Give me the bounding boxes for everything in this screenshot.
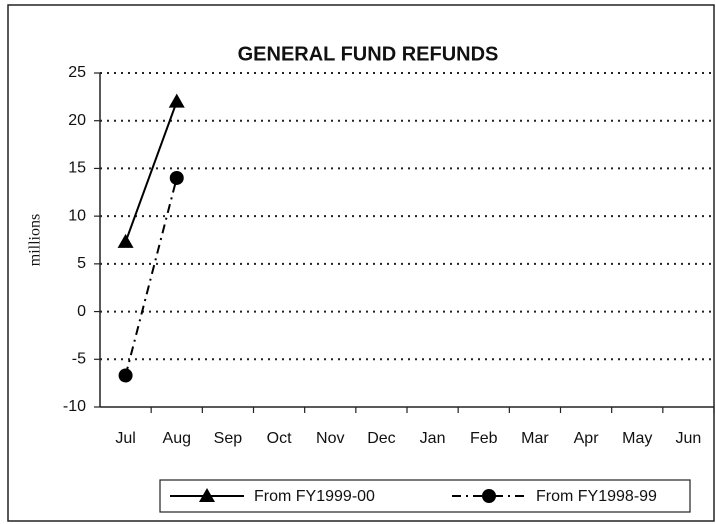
marker [199, 488, 215, 502]
x-tick-label: Aug [163, 430, 191, 447]
legend-box [159, 479, 691, 513]
x-tick-label: Apr [574, 430, 600, 447]
series-line [124, 101, 178, 243]
legend-label: From FY1998-99 [536, 488, 657, 505]
x-tick-label: Jun [676, 430, 702, 447]
y-tick-label: 15 [68, 160, 86, 177]
x-tick-label: Mar [521, 430, 549, 447]
marker [117, 233, 134, 248]
marker [118, 368, 133, 383]
y-axis-label: millions [27, 214, 44, 266]
x-tick-label: Jan [420, 430, 446, 447]
x-tick-label: Sep [214, 430, 243, 447]
x-tick-label: Nov [316, 430, 344, 447]
y-tick-label: 5 [77, 255, 86, 272]
x-tick-label: Oct [267, 430, 292, 447]
y-tick-label: 20 [68, 112, 86, 129]
chart-frame [7, 4, 715, 522]
marker [482, 489, 496, 503]
x-tick-label: Jul [115, 430, 135, 447]
y-tick-label: -10 [63, 398, 86, 415]
y-tick-label: -5 [72, 351, 86, 368]
y-tick-label: 10 [68, 207, 86, 224]
y-tick-label: 0 [77, 303, 86, 320]
x-tick-label: Dec [367, 430, 395, 447]
x-tick-label: May [622, 430, 652, 447]
marker [169, 170, 184, 185]
marker [168, 93, 185, 108]
x-tick-label: Feb [470, 430, 498, 447]
legend-label: From FY1999-00 [254, 488, 375, 505]
y-tick-label: 25 [68, 64, 86, 81]
chart-title: GENERAL FUND REFUNDS [238, 43, 499, 65]
series-line [124, 177, 178, 376]
